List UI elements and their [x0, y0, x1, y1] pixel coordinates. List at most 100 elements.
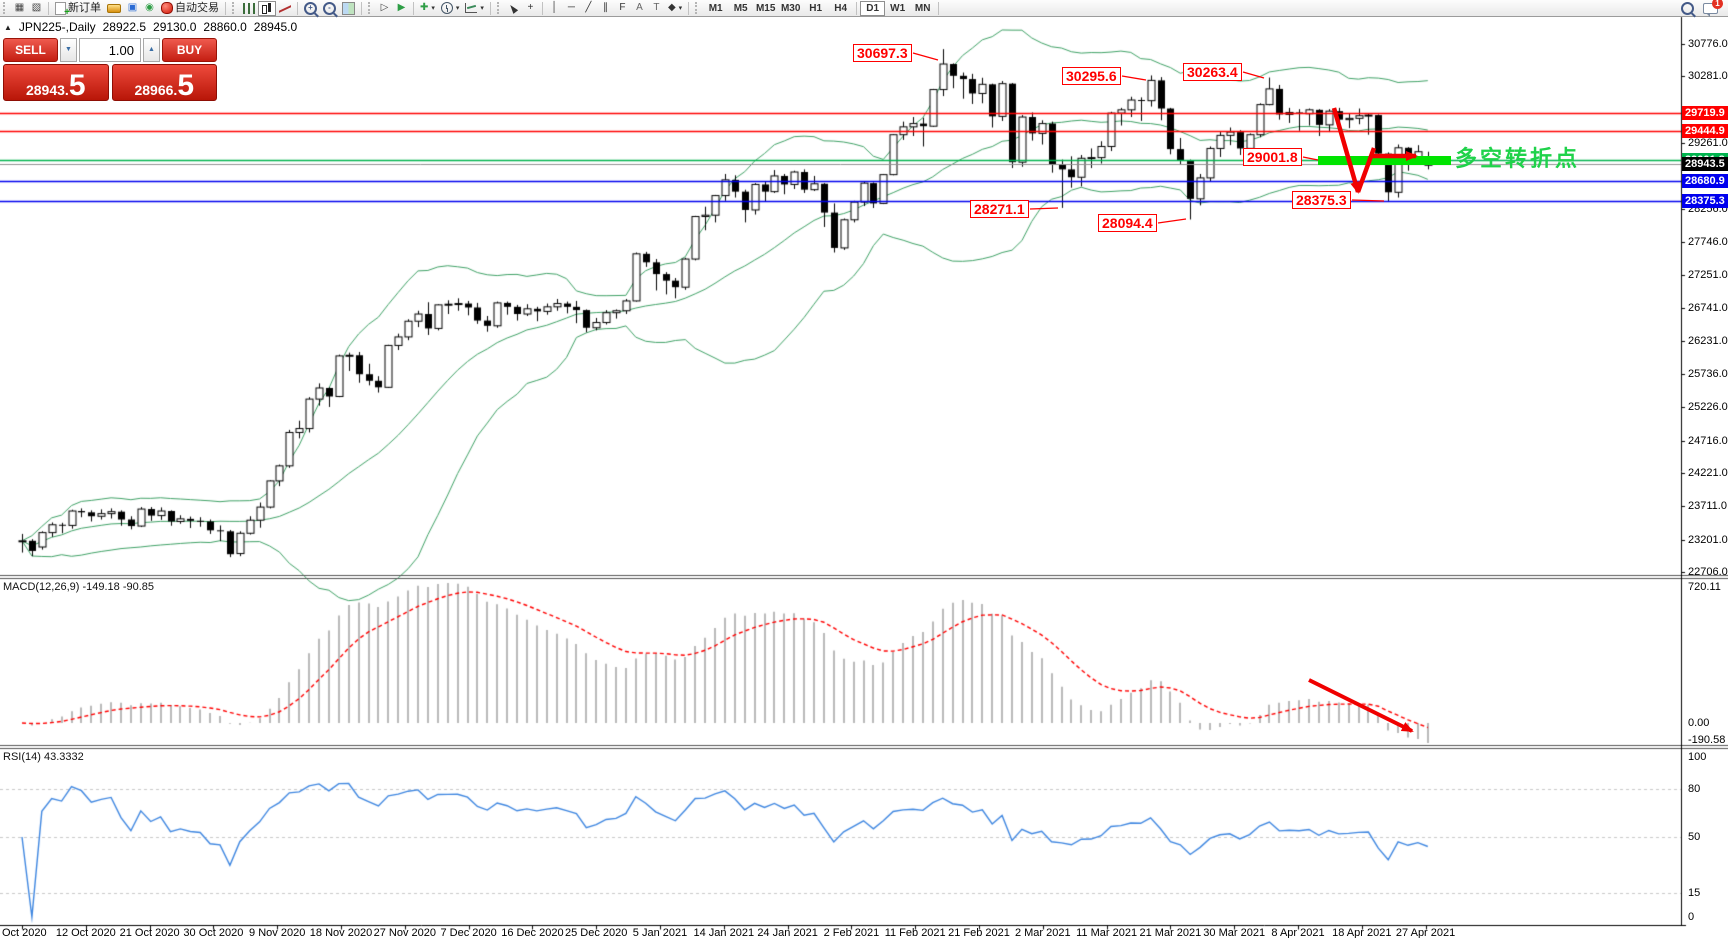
x-axis-date-label: 27 Apr 2021 [1395, 927, 1456, 938]
new-order-button[interactable]: 新订单 [52, 1, 104, 18]
template-menu-button[interactable]: ▾ [462, 1, 487, 16]
volume-decrease-button[interactable]: ▼ [60, 38, 77, 62]
toolbar-separator [489, 1, 491, 15]
signals-button[interactable]: ◉ [141, 1, 158, 16]
chevron-down-icon: ▾ [455, 5, 460, 12]
zoom-out-button[interactable]: - [320, 1, 339, 16]
chart-profiles-button[interactable]: ▧ [28, 1, 45, 16]
toolbar-drag-handle[interactable] [232, 2, 237, 14]
timeframe-m15-button[interactable]: M15 [755, 2, 776, 14]
y-axis-tick-label: 24221.0 [1688, 466, 1728, 479]
x-axis-date-label: 21 Mar 2021 [1139, 927, 1202, 938]
fibonacci-tool-button[interactable]: F [614, 1, 631, 16]
volume-increase-button[interactable]: ▲ [143, 38, 160, 62]
price-callout-label[interactable]: 30295.6 [1062, 67, 1121, 85]
price-callout-label[interactable]: 28094.4 [1098, 214, 1157, 232]
arrows-tool-icon: ◆ [667, 2, 676, 13]
x-axis-date-label: 25 Dec 2020 [564, 927, 628, 938]
timeframe-mn-button[interactable]: MN [914, 2, 931, 14]
new-chart-button[interactable]: ▦ [11, 1, 28, 16]
strategy-tester-button[interactable]: ▷ [376, 1, 393, 16]
crosshair-tool-button[interactable]: + [522, 1, 539, 16]
price-callout-label[interactable]: 29001.8 [1243, 148, 1302, 166]
arrows-tool-button[interactable]: ◆ ▾ [665, 1, 685, 16]
add-indicator-icon: ✚ [420, 2, 429, 13]
expert-start-button[interactable]: ▶ [393, 1, 410, 16]
buy-price-button[interactable]: 28966. 5 [111, 64, 217, 101]
line-chart-button[interactable] [276, 1, 294, 16]
toolbar-separator [297, 1, 298, 15]
y-axis-tick-label: 29261.0 [1688, 137, 1728, 150]
candlestick-chart-button[interactable] [258, 0, 276, 16]
period-menu-button[interactable]: ▾ [438, 1, 463, 16]
toolbar-drag-handle[interactable] [695, 2, 700, 14]
x-axis-date-label: 27 Nov 2020 [373, 927, 436, 938]
bar-chart-button[interactable] [240, 1, 258, 16]
macd-axis-min-label: -190.58 [1688, 734, 1726, 746]
x-axis-date-label: Oct 2020 [2, 927, 47, 938]
toolbar-separator [938, 1, 940, 15]
toolbar-separator [361, 1, 362, 15]
x-axis-date-label: 2 Mar 2021 [1014, 927, 1071, 938]
one-click-toggle[interactable]: ▲ [4, 22, 12, 32]
text-tool-button[interactable]: A [631, 1, 648, 16]
price-callout-label[interactable]: 28271.1 [970, 200, 1029, 218]
timeframe-h1-button[interactable]: H1 [809, 2, 823, 14]
toolbar-drag-handle[interactable] [3, 2, 8, 14]
low-value: 28860.0 [203, 20, 247, 34]
bid-price-badge: 28943.5 [1682, 156, 1728, 171]
buy-button[interactable]: BUY [162, 38, 217, 62]
sell-price-button[interactable]: 28943. 5 [3, 64, 109, 101]
y-axis-tick-label: 26231.0 [1688, 335, 1728, 348]
timeframe-m5-button[interactable]: M5 [733, 2, 748, 14]
zoom-in-button[interactable]: + [301, 1, 320, 16]
macd-axis-zero-label: 0.00 [1688, 717, 1710, 730]
horizontal-line-tool-icon: ─ [567, 2, 575, 13]
vertical-line-tool-button[interactable]: │ [546, 1, 563, 16]
bar-chart-icon [243, 2, 255, 14]
cursor-tool-button[interactable] [505, 1, 522, 16]
auto-trading-icon [161, 2, 173, 14]
data-window-icon: ▣ [127, 2, 138, 13]
price-callout-label[interactable]: 30263.4 [1183, 63, 1242, 81]
search-icon[interactable] [1681, 1, 1694, 15]
y-axis-tick-label: 26741.0 [1688, 302, 1728, 315]
toolbar-drag-handle[interactable] [496, 2, 502, 14]
channel-tool-button[interactable]: ∥ [597, 1, 614, 16]
x-axis-date-label: 21 Oct 2020 [119, 927, 180, 938]
timeframe-w1-button[interactable]: W1 [890, 2, 906, 14]
label-tool-button[interactable]: T [648, 1, 665, 16]
timeframe-d1-button[interactable]: D1 [860, 0, 886, 16]
data-window-button[interactable]: ▣ [124, 1, 141, 16]
add-indicator-button[interactable]: ✚ ▾ [417, 1, 438, 16]
trendline-tool-button[interactable]: ╱ [580, 1, 597, 16]
toolbar-separator [225, 1, 226, 15]
auto-trading-button[interactable]: 自动交易 [158, 1, 222, 16]
volume-input[interactable] [79, 38, 141, 62]
timeframe-m30-button[interactable]: M30 [780, 2, 801, 14]
price-level-badge: 28680.9 [1682, 174, 1728, 189]
timeframe-h4-button[interactable]: H4 [834, 2, 848, 14]
y-axis-tick-label: 25736.0 [1688, 367, 1728, 380]
tile-windows-button[interactable] [339, 1, 358, 16]
horizontal-line-tool-button[interactable]: ─ [563, 1, 580, 16]
tile-windows-icon [342, 1, 355, 15]
sell-button[interactable]: SELL [3, 38, 58, 62]
toolbar-right-group: 1 [1681, 0, 1728, 17]
label-tool-icon: T [653, 2, 660, 13]
deposit-button[interactable] [104, 1, 124, 16]
y-axis-tick-label: 27251.0 [1688, 268, 1728, 281]
rsi-axis-tick-label: 0 [1688, 911, 1695, 923]
y-axis-tick-label: 25226.0 [1688, 401, 1728, 414]
toolbar-drag-handle[interactable] [368, 2, 373, 14]
turning-point-annotation[interactable]: 多空转折点 [1455, 146, 1581, 171]
notifications-icon[interactable]: 1 [1703, 0, 1723, 17]
y-axis-tick-label: 30776.0 [1688, 38, 1728, 50]
price-callout-label[interactable]: 28375.3 [1292, 191, 1351, 209]
price-callout-label[interactable]: 30697.3 [853, 44, 912, 62]
timeframe-m1-button[interactable]: M1 [708, 2, 723, 14]
x-axis-date-label: 8 Apr 2021 [1271, 927, 1325, 938]
rsi-indicator-label: RSI(14) 43.3332 [3, 751, 84, 763]
chevron-down-icon: ▾ [480, 5, 484, 12]
